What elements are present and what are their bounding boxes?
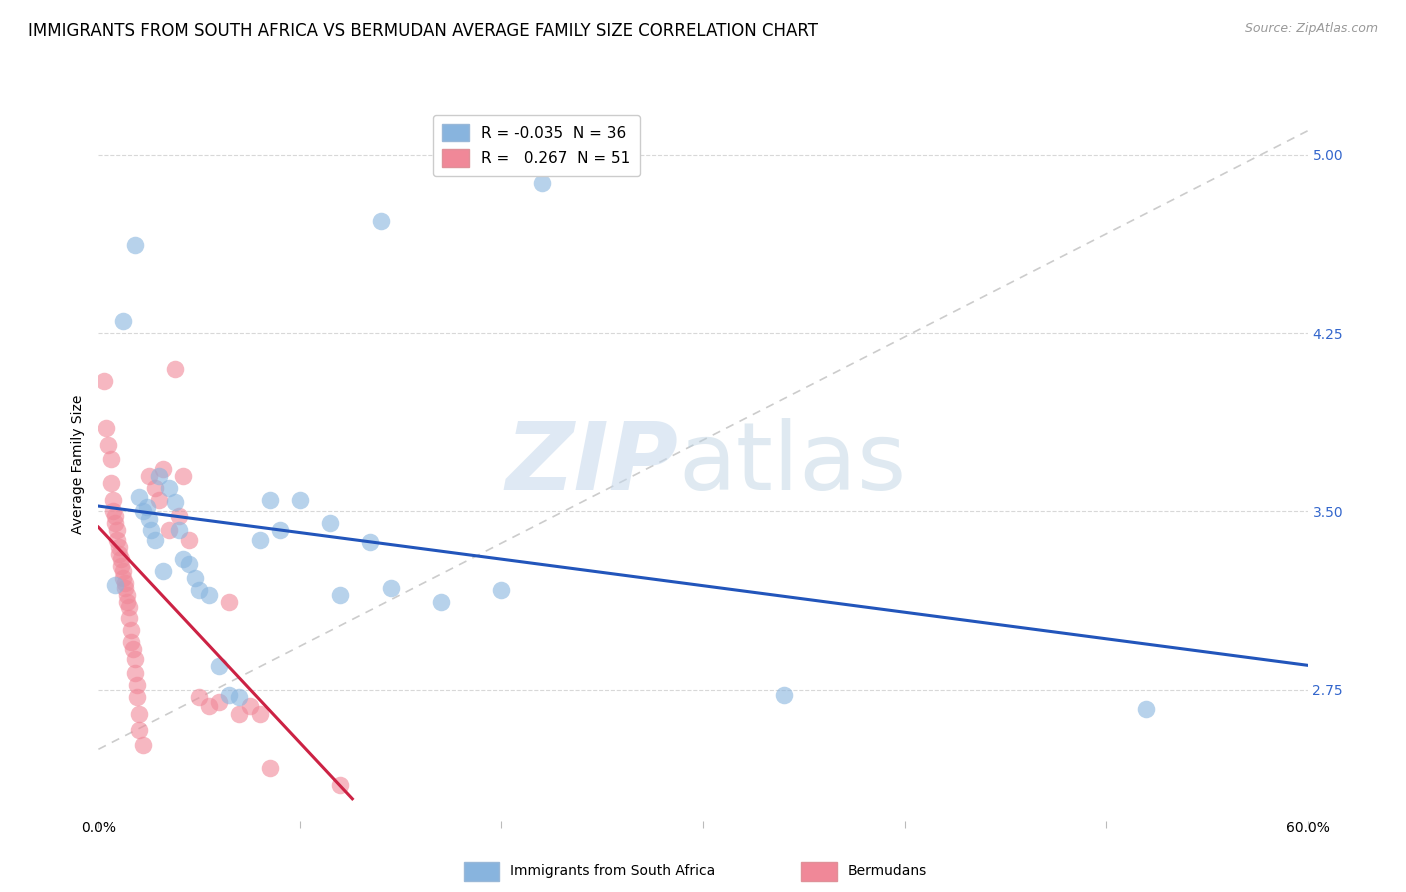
- Point: [179, 557, 201, 571]
- Point: [228, 690, 250, 704]
- Point: [249, 533, 271, 547]
- Point: [184, 571, 207, 585]
- Point: [198, 699, 221, 714]
- Point: [121, 642, 143, 657]
- Point: [101, 504, 124, 518]
- Point: [111, 314, 134, 328]
- Point: [163, 361, 186, 376]
- Point: [380, 581, 402, 595]
- Text: 60.0%: 60.0%: [1285, 821, 1330, 835]
- Point: [179, 533, 201, 547]
- Point: [118, 611, 141, 625]
- Point: [135, 500, 157, 514]
- Point: [167, 509, 190, 524]
- Point: [110, 552, 132, 566]
- Point: [172, 468, 194, 483]
- Point: [139, 524, 162, 538]
- Point: [93, 374, 115, 388]
- Point: [128, 706, 150, 721]
- Text: Immigrants from South Africa: Immigrants from South Africa: [510, 864, 716, 879]
- Point: [259, 761, 281, 775]
- Point: [100, 452, 122, 467]
- Point: [491, 582, 513, 597]
- Point: [105, 533, 128, 547]
- Point: [329, 588, 352, 602]
- Point: [148, 468, 170, 483]
- Point: [772, 688, 794, 702]
- Point: [188, 582, 211, 597]
- Point: [128, 490, 150, 504]
- Point: [115, 588, 138, 602]
- Point: [107, 547, 129, 561]
- Point: [132, 504, 155, 518]
- Point: [120, 635, 142, 649]
- Point: [101, 492, 124, 507]
- Point: [167, 524, 190, 538]
- Point: [430, 595, 453, 609]
- Point: [120, 624, 142, 638]
- Point: [124, 652, 146, 666]
- Point: [143, 481, 166, 495]
- Point: [269, 524, 291, 538]
- Point: [208, 659, 231, 673]
- Point: [228, 706, 250, 721]
- Point: [100, 475, 122, 490]
- Point: [218, 688, 240, 702]
- Point: [163, 495, 186, 509]
- Text: 0.0%: 0.0%: [82, 821, 115, 835]
- Point: [138, 511, 160, 525]
- Point: [148, 492, 170, 507]
- Point: [110, 559, 132, 574]
- Point: [138, 468, 160, 483]
- Point: [111, 571, 134, 585]
- Text: Source: ZipAtlas.com: Source: ZipAtlas.com: [1244, 22, 1378, 36]
- Point: [96, 421, 118, 435]
- Text: atlas: atlas: [679, 417, 907, 510]
- Point: [152, 461, 174, 475]
- Point: [218, 595, 240, 609]
- Point: [239, 699, 262, 714]
- Point: [132, 738, 155, 752]
- Text: Bermudans: Bermudans: [848, 864, 927, 879]
- Point: [103, 516, 125, 531]
- Y-axis label: Average Family Size: Average Family Size: [72, 394, 86, 533]
- Point: [124, 666, 146, 681]
- Point: [114, 575, 136, 590]
- Point: [198, 588, 221, 602]
- Point: [249, 706, 271, 721]
- Legend: R = -0.035  N = 36, R =   0.267  N = 51: R = -0.035 N = 36, R = 0.267 N = 51: [433, 115, 640, 176]
- Point: [288, 492, 311, 507]
- Point: [188, 690, 211, 704]
- Point: [157, 524, 180, 538]
- Point: [97, 438, 120, 452]
- Point: [118, 599, 141, 614]
- Point: [329, 778, 352, 792]
- Point: [125, 690, 148, 704]
- Point: [152, 564, 174, 578]
- Point: [114, 581, 136, 595]
- Point: [319, 516, 342, 531]
- Text: ZIP: ZIP: [506, 417, 679, 510]
- Point: [105, 524, 128, 538]
- Point: [128, 723, 150, 738]
- Point: [124, 238, 146, 252]
- Point: [259, 492, 281, 507]
- Point: [115, 595, 138, 609]
- Point: [103, 509, 125, 524]
- Point: [103, 578, 125, 592]
- Point: [208, 695, 231, 709]
- Point: [172, 552, 194, 566]
- Point: [125, 678, 148, 692]
- Text: IMMIGRANTS FROM SOUTH AFRICA VS BERMUDAN AVERAGE FAMILY SIZE CORRELATION CHART: IMMIGRANTS FROM SOUTH AFRICA VS BERMUDAN…: [28, 22, 818, 40]
- Point: [107, 540, 129, 554]
- Point: [111, 564, 134, 578]
- Point: [157, 481, 180, 495]
- Point: [530, 176, 553, 190]
- Point: [370, 214, 392, 228]
- Point: [143, 533, 166, 547]
- Point: [360, 535, 382, 549]
- Point: [1135, 702, 1157, 716]
